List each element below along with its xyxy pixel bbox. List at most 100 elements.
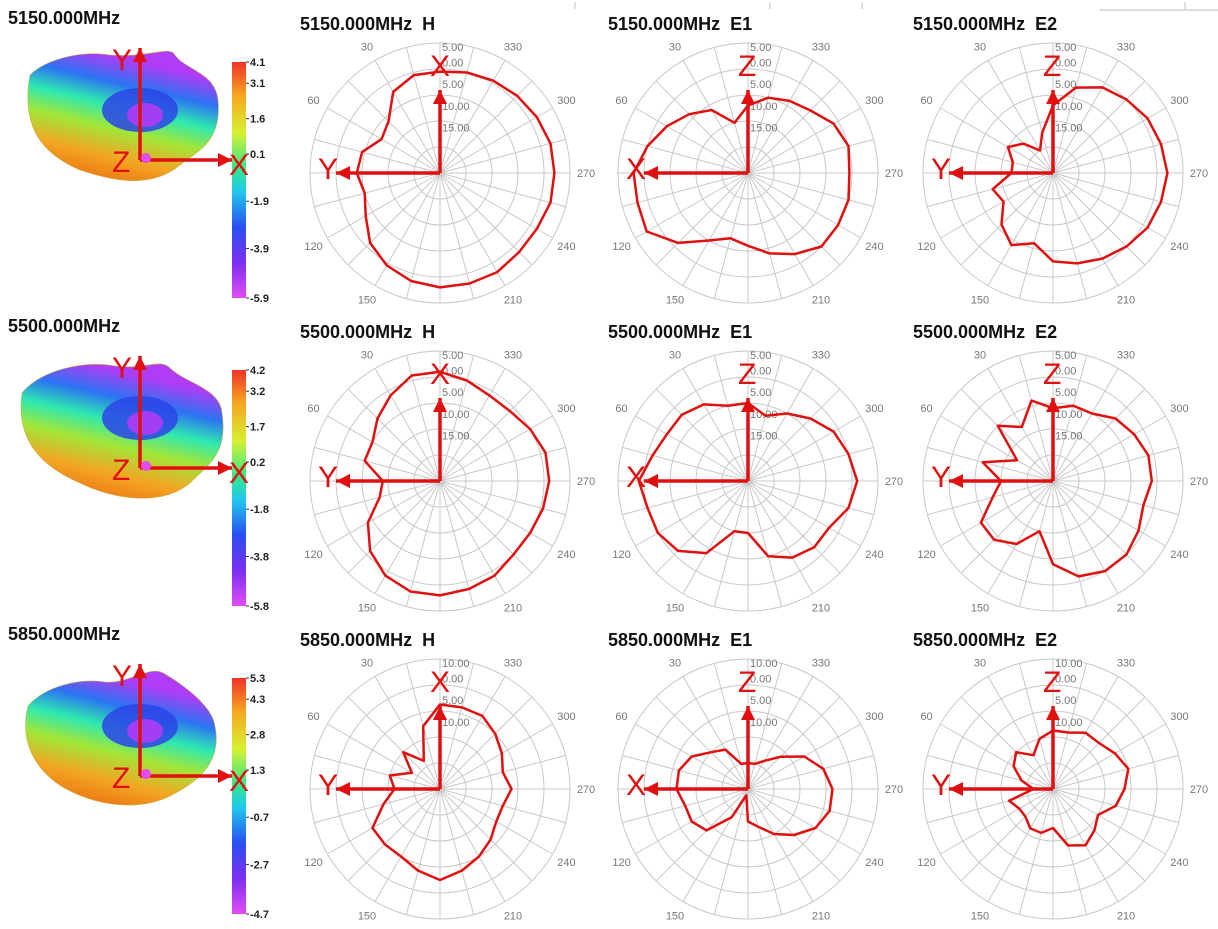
pattern-point xyxy=(833,431,835,433)
pattern-point xyxy=(1008,800,1010,802)
pattern-point xyxy=(469,283,471,285)
pattern-point xyxy=(1160,143,1162,145)
axis-label-up: X xyxy=(430,50,450,83)
polar-chart: 33030027024021018015012090603010.000.005… xyxy=(300,616,605,924)
pattern-point xyxy=(992,496,994,498)
grid-spoke xyxy=(748,60,813,173)
pattern-point xyxy=(1104,570,1106,572)
angle-label: 240 xyxy=(865,241,883,253)
axis-label-x: X xyxy=(229,765,249,798)
pattern-point xyxy=(710,751,712,753)
angle-label: 330 xyxy=(1117,658,1135,670)
pattern-point xyxy=(980,522,982,524)
angle-label: 30 xyxy=(361,42,373,54)
pattern-point xyxy=(513,554,515,556)
pattern-point xyxy=(511,788,513,790)
pattern-point xyxy=(1098,742,1100,744)
pattern-point xyxy=(684,805,686,807)
axis-arrow-head xyxy=(949,166,963,180)
pattern-point xyxy=(646,231,648,233)
pattern-point xyxy=(773,833,775,835)
pattern-point xyxy=(422,725,424,727)
pattern-point xyxy=(1167,172,1169,174)
blob-min-region xyxy=(127,103,163,127)
grid-spoke xyxy=(940,789,1053,854)
pattern-point xyxy=(793,834,795,836)
axis-arrow-head xyxy=(741,90,755,104)
axis-label-up: Z xyxy=(1043,358,1061,391)
grid-spoke xyxy=(683,173,748,286)
pattern-point xyxy=(746,794,748,796)
angle-label: 210 xyxy=(504,294,522,306)
pattern-3d-peak-marker xyxy=(141,153,151,163)
angle-label: 60 xyxy=(307,711,319,723)
angle-label: 240 xyxy=(865,549,883,561)
angle-label: 270 xyxy=(1190,168,1208,180)
grid-spoke xyxy=(440,481,532,573)
angle-label: 330 xyxy=(504,658,522,670)
axis-label-left: Y xyxy=(318,461,338,494)
angle-label: 210 xyxy=(812,602,830,614)
axis-label-left: X xyxy=(626,769,646,802)
grid-spoke xyxy=(656,789,748,881)
angle-label: 240 xyxy=(557,241,575,253)
pattern-point xyxy=(678,770,680,772)
pattern-point xyxy=(691,756,693,758)
pattern-point xyxy=(754,763,756,765)
pattern-point xyxy=(372,441,374,443)
pattern-point xyxy=(548,480,550,482)
pattern-point xyxy=(1021,426,1023,428)
plot-title: 5500.000MHz E2 xyxy=(913,322,1057,343)
axis-label-z: Z xyxy=(112,146,130,179)
pattern-point xyxy=(1067,845,1069,847)
pattern-point xyxy=(367,522,369,524)
pattern-point xyxy=(496,271,498,273)
colorbar-tick-label: 3.2 xyxy=(250,386,265,398)
pattern-point xyxy=(1016,459,1018,461)
colorbar-tick-label: -1.8 xyxy=(250,504,269,516)
pattern-point xyxy=(545,452,547,454)
grid-spoke xyxy=(1053,481,1118,594)
polar-chart: 33030027024021018015012090603010.000.005… xyxy=(913,616,1218,924)
grid-spoke xyxy=(635,416,748,481)
pattern-point xyxy=(832,788,834,790)
colorbar-tick-label: 1.6 xyxy=(250,114,265,126)
grid-spoke xyxy=(748,789,861,854)
pattern-point xyxy=(813,546,815,548)
grid-spoke xyxy=(440,481,474,607)
axis-label-y: Y xyxy=(112,352,132,385)
polar-plot-e2: 3303002702402101801501209060305.000.005.… xyxy=(913,308,1218,616)
axis-arrow-head xyxy=(741,706,755,720)
ring-label: 15.00 xyxy=(1055,430,1083,442)
pattern-point xyxy=(647,507,649,509)
pattern-point xyxy=(550,143,552,145)
pattern-point xyxy=(365,215,367,217)
axis-arrow-head xyxy=(1046,90,1060,104)
axis-label-up: Z xyxy=(1043,50,1061,83)
angle-label: 60 xyxy=(615,403,627,415)
angle-label: 330 xyxy=(812,658,830,670)
pattern-point xyxy=(1076,263,1078,265)
angle-label: 120 xyxy=(612,241,630,253)
pattern-point xyxy=(747,821,749,823)
grid-spoke xyxy=(748,173,861,238)
polar-plot-e2: 33030027024021018015012090603010.000.005… xyxy=(913,616,1218,924)
frequency-label: 5500.000MHz xyxy=(8,316,120,337)
grid-spoke xyxy=(940,108,1053,173)
polar-chart: 3303002702402101801501209060305.000.005.… xyxy=(300,0,605,308)
plot-title: 5850.000MHz H xyxy=(300,630,435,651)
pattern-point xyxy=(361,151,363,153)
angle-label: 30 xyxy=(361,658,373,670)
axis-label-x: X xyxy=(229,149,249,182)
axis-arrow-head xyxy=(133,356,147,370)
pattern-point xyxy=(1115,805,1117,807)
pattern-point xyxy=(1052,261,1054,263)
pattern-point xyxy=(1029,828,1031,830)
grid-spoke xyxy=(1053,173,1145,265)
grid-spoke xyxy=(1019,789,1053,915)
pattern-point xyxy=(763,760,765,762)
angle-label: 330 xyxy=(1117,42,1135,54)
grid-spoke xyxy=(1053,139,1179,173)
angle-label: 150 xyxy=(358,910,376,922)
